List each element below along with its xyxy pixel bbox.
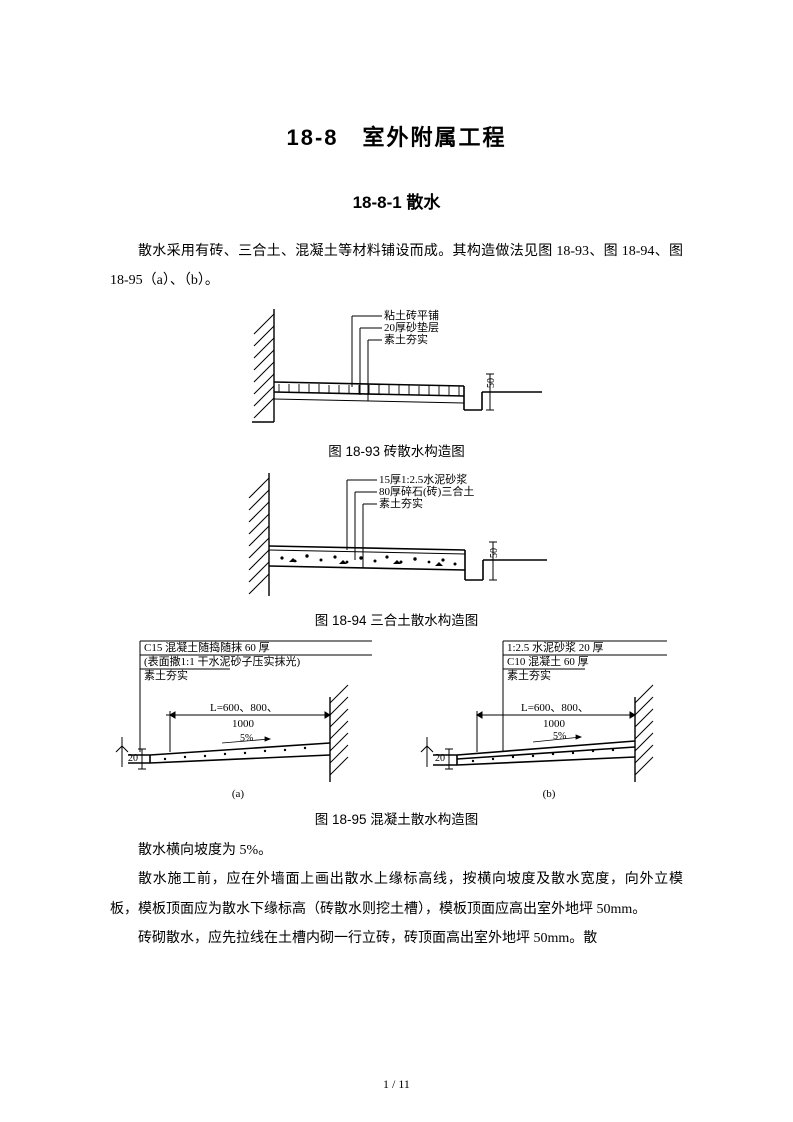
paragraph-4: 砖砌散水，应先拉线在土槽内砌一行立砖，砖顶面高出室外地坪 50mm。散 [110, 924, 683, 953]
fig95a-l1: C15 混凝土随捣随抹 60 厚 [144, 640, 270, 654]
fig95b-l3: 素土夯实 [507, 668, 551, 682]
figure-93-caption: 图 18-93 砖散水构造图 [110, 440, 683, 460]
fig94-label-3: 素土夯实 [379, 496, 423, 510]
fig94-label-2: 80厚碎石(砖)三合土 [379, 484, 474, 498]
figure-93: 粘土砖平铺 20厚砂垫层 素土夯实 50 图 18-93 砖散水构造图 [110, 304, 683, 460]
figure-95b-svg: 1:2.5 水泥砂浆 20 厚 C10 混凝土 60 厚 素土夯实 [405, 637, 683, 802]
figure-94-svg: 15厚1:2.5水泥砂浆 80厚碎石(砖)三合土 素土夯实 50 [227, 468, 567, 603]
paragraph-3: 散水施工前，应在外墙面上画出散水上缘标高线，按横向坡度及散水宽度，向外立模板，模… [110, 865, 683, 924]
fig93-label-2: 20厚砂垫层 [384, 320, 439, 334]
figure-95-caption: 图 18-95 混凝土散水构造图 [110, 808, 683, 828]
fig95b-dim: 20 [435, 753, 445, 764]
fig94-label-1: 15厚1:2.5水泥砂浆 [379, 472, 467, 486]
fig95a-slope: 5% [240, 733, 253, 744]
fig95a-span: L=600、800、 [210, 702, 278, 714]
fig95b-l1: 1:2.5 水泥砂浆 20 厚 [507, 640, 604, 654]
fig93-label-1: 粘土砖平铺 [384, 308, 439, 322]
main-title: 18-8 室外附属工程 [110, 120, 683, 152]
paragraph-2: 散水横向坡度为 5%。 [110, 836, 683, 865]
fig95b-slope: 5% [553, 731, 566, 742]
paragraph-1: 散水采用有砖、三合土、混凝土等材料铺设而成。其构造做法见图 18-93、图 18… [110, 237, 683, 296]
fig93-label-3: 素土夯实 [384, 332, 428, 346]
fig95b-span: L=600、800、 [521, 702, 589, 714]
fig95b-l2: C10 混凝土 60 厚 [507, 654, 589, 668]
figure-95: C15 混凝土随捣随抹 60 厚 (表面撒1:1 干水泥砂子压实抹光) 素土夯实 [110, 637, 683, 828]
figure-94-caption: 图 18-94 三合土散水构造图 [110, 609, 683, 629]
fig95b-span2: 1000 [543, 718, 566, 730]
fig95a-l3: 素土夯实 [144, 668, 188, 682]
fig94-dim: 50 [489, 548, 500, 558]
fig95b-sublabel: (b) [543, 788, 556, 800]
sub-title: 18-8-1 散水 [110, 188, 683, 213]
fig95a-dim: 20 [128, 753, 138, 764]
figure-93-svg: 粘土砖平铺 20厚砂垫层 素土夯实 50 [232, 304, 562, 434]
fig93-dim: 50 [486, 378, 497, 388]
page-number: 1 / 11 [0, 1077, 793, 1092]
figure-94: 15厚1:2.5水泥砂浆 80厚碎石(砖)三合土 素土夯实 50 图 18-94… [110, 468, 683, 629]
fig95a-span2: 1000 [232, 718, 255, 730]
fig95a-sublabel: (a) [232, 788, 245, 800]
fig95a-l2: (表面撒1:1 干水泥砂子压实抹光) [144, 654, 300, 668]
figure-95a-svg: C15 混凝土随捣随抹 60 厚 (表面撒1:1 干水泥砂子压实抹光) 素土夯实 [110, 637, 388, 802]
